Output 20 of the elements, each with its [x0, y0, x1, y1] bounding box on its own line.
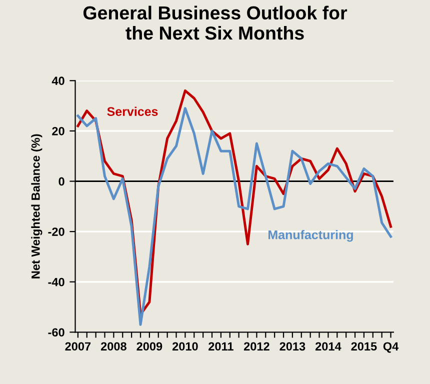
x-tick-label: 2014 [315, 342, 342, 351]
x-tick-label: Q4 [383, 342, 399, 353]
x-tick-label: 2008 [100, 342, 126, 351]
y-tick-label: 40 [52, 76, 64, 86]
y-tick-label: 0 [58, 177, 64, 186]
y-tick-label: -40 [48, 278, 64, 286]
x-tick-label: 2013 [280, 342, 306, 351]
series-label: Services [107, 106, 158, 116]
x-tick-label: 2009 [136, 342, 162, 351]
x-tick-label: 2007 [65, 342, 91, 351]
y-tick-label: 20 [52, 126, 64, 136]
chart-title: General Business Outlook for the Next Six Months [83, 6, 348, 40]
y-tick-label: -20 [48, 228, 64, 236]
series-label: Manufacturing [268, 230, 353, 242]
x-tick-label: 2011 [208, 342, 234, 351]
x-tick-label: 2012 [244, 342, 270, 351]
y-axis-title: Net Weighted Balance (%) [31, 134, 42, 278]
x-tick-label: 2015 [351, 342, 377, 351]
x-tick-label: 2010 [172, 342, 198, 351]
y-tick-label: -60 [48, 328, 64, 337]
